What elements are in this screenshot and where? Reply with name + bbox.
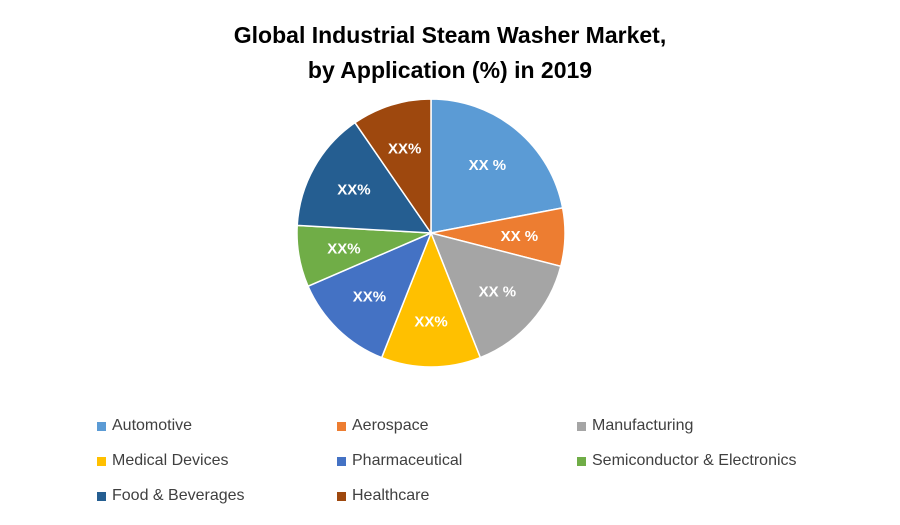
legend-label: Automotive — [112, 417, 193, 434]
pie-slice-pharmaceutical — [307, 231, 433, 359]
legend-label: Manufacturing — [592, 417, 694, 434]
data-label: XX% — [388, 141, 421, 158]
legend-label: Medical Devices — [112, 452, 229, 469]
legend-item: Automotive — [97, 417, 192, 435]
legend-label: Food & Beverages — [112, 487, 245, 504]
legend-item: Pharmaceutical — [337, 452, 462, 470]
legend-item: Healthcare — [337, 487, 429, 505]
chart-title: Global Industrial Steam Washer Market, — [233, 22, 667, 48]
legend-swatch — [97, 491, 106, 501]
legend-swatch — [337, 491, 346, 501]
pie-slice-food-beverages — [296, 121, 433, 234]
data-label: XX% — [353, 289, 386, 306]
legend-item: Manufacturing — [577, 417, 693, 435]
legend-swatch — [577, 421, 586, 431]
chart-subtitle: by Application (%) in 2019 — [307, 57, 593, 83]
legend-label: Aerospace — [352, 417, 429, 434]
legend-swatch — [97, 421, 106, 431]
data-label: XX % — [469, 157, 507, 174]
pie-slice-healthcare — [353, 98, 432, 236]
legend-swatch — [577, 456, 586, 466]
pie-slice-manufacturing — [429, 231, 562, 359]
legend-item: Semiconductor & Electronics — [577, 452, 797, 470]
pie-slice-automotive — [430, 98, 564, 234]
legend-item: Aerospace — [337, 417, 429, 435]
legend-label: Pharmaceutical — [352, 452, 463, 469]
data-label: XX% — [337, 182, 370, 199]
data-label: XX % — [501, 228, 539, 245]
legend-item: Medical Devices — [97, 452, 228, 470]
data-label: XX% — [414, 313, 447, 330]
legend-swatch — [97, 456, 106, 466]
data-label: XX% — [327, 240, 360, 257]
legend-swatch — [337, 421, 346, 431]
data-label: XX % — [479, 283, 517, 300]
pie-slice-medical-devices — [380, 230, 482, 368]
legend-swatch — [337, 456, 346, 466]
legend-item: Food & Beverages — [97, 487, 245, 505]
legend-label: Semiconductor & Electronics — [592, 452, 797, 469]
legend-label: Healthcare — [352, 487, 430, 504]
